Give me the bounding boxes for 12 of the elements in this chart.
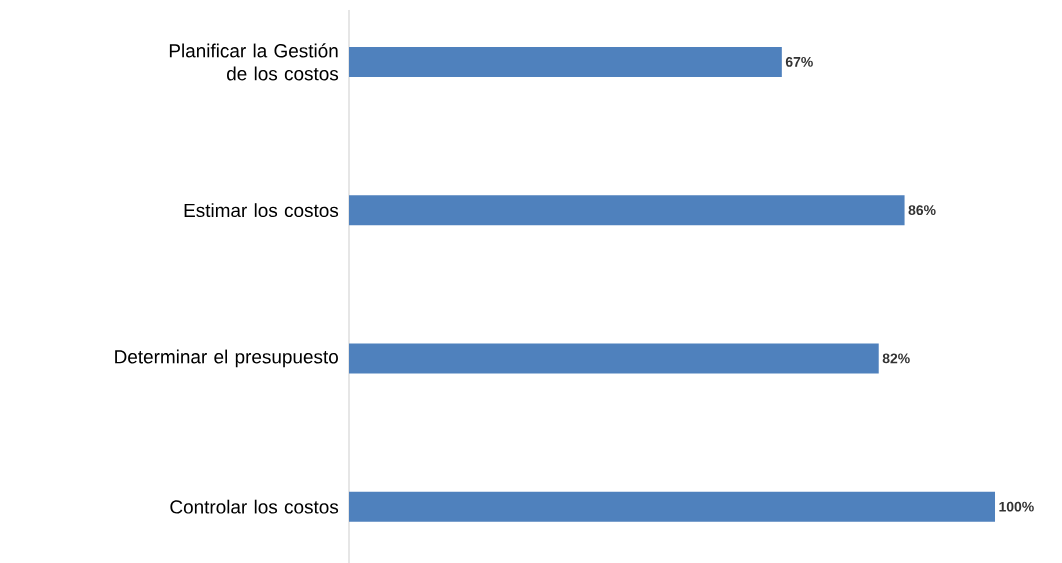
y-tick-label: Estimar los costos — [184, 203, 339, 218]
y-tick-label: Determinar el presupuesto — [115, 349, 338, 368]
data-label: 100% — [999, 501, 1034, 512]
bar — [349, 195, 905, 226]
data-label: 67% — [785, 56, 813, 67]
data-label: 82% — [882, 353, 910, 364]
bar — [349, 491, 996, 522]
data-label: 86% — [908, 205, 936, 216]
y-tick-label: Controlar los costos — [170, 499, 339, 514]
y-tick-label: Planificar la Gestión de los costos — [169, 43, 339, 81]
bar — [349, 343, 879, 374]
bar — [349, 46, 782, 77]
